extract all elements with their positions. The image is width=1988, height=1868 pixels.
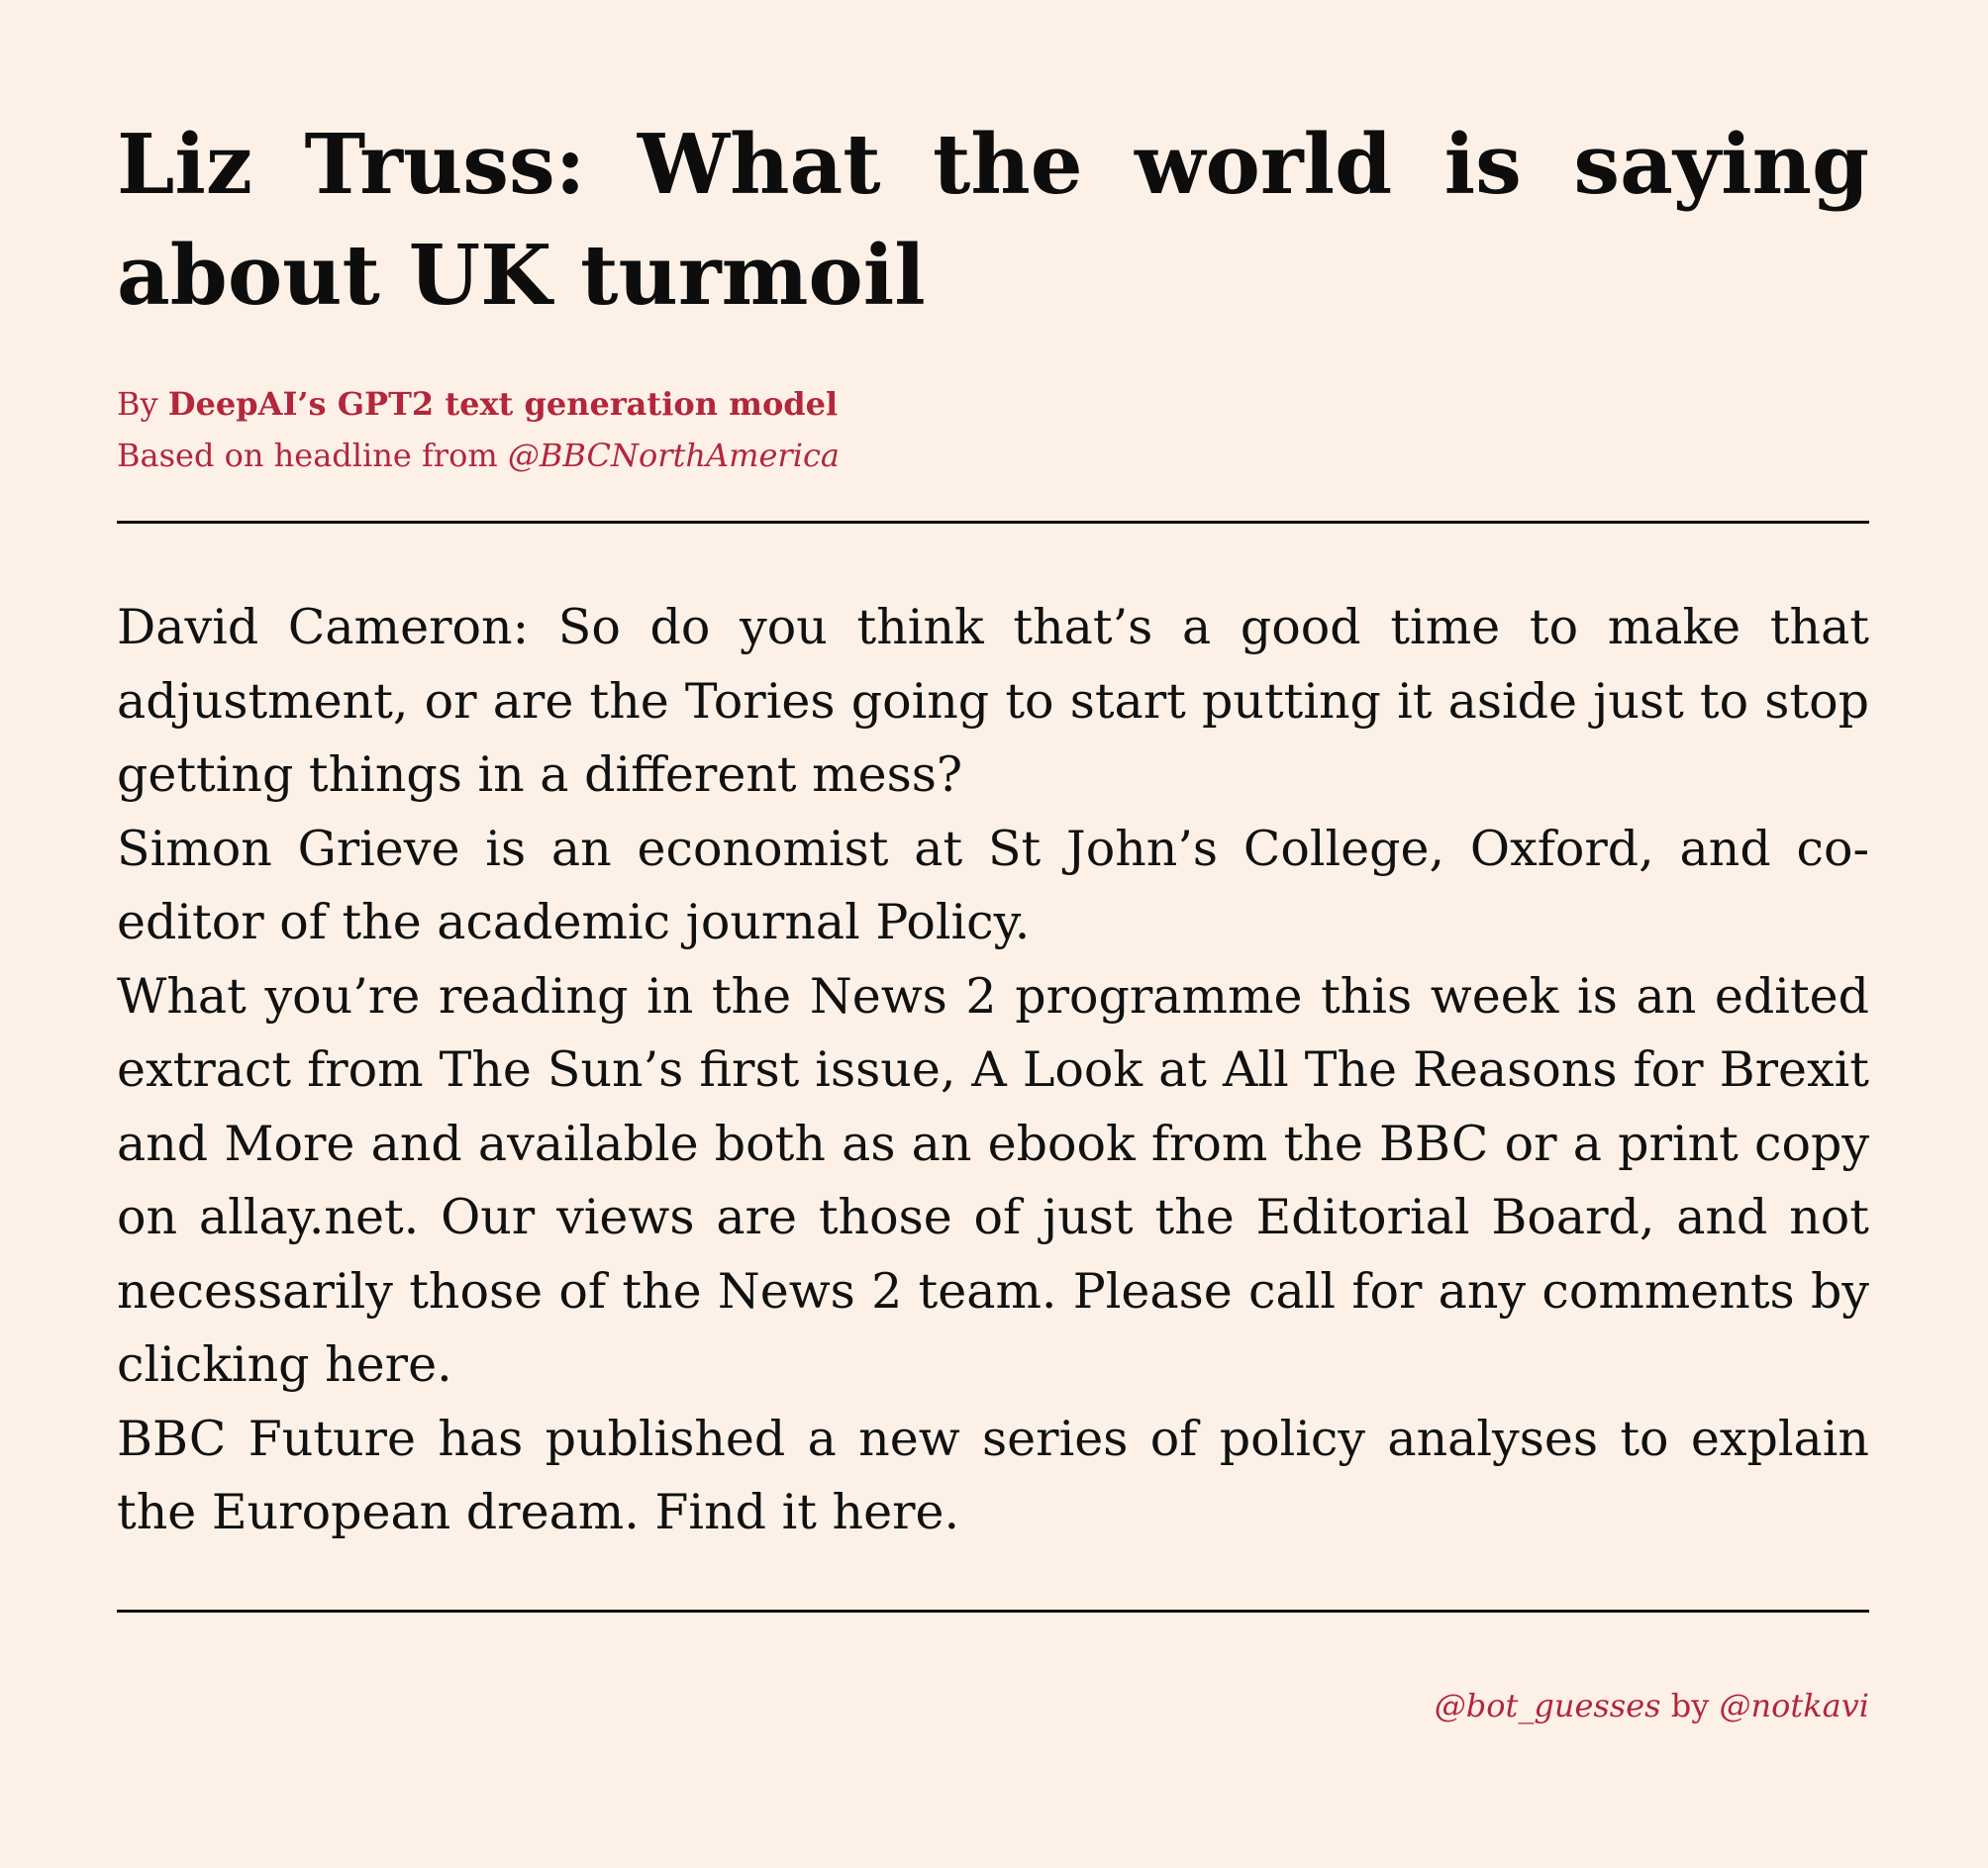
article-paragraph: Simon Grieve is an economist at St John’… [117, 820, 1869, 951]
byline-author: DeepAI’s GPT2 text generation model [167, 385, 839, 423]
bottom-divider [117, 1609, 1869, 1613]
article-paragraph: David Cameron: So do you think that’s a … [117, 599, 1869, 803]
bot-handle: @bot_guesses [1434, 1686, 1661, 1724]
footer-credit: @bot_guesses by @notkavi [117, 1684, 1869, 1727]
headline: Liz Truss: What the world is saying abou… [117, 116, 1869, 324]
article-paragraph: What you’re reading in the News 2 progra… [117, 967, 1869, 1394]
top-divider [117, 521, 1869, 524]
byline: By DeepAI’s GPT2 text generation model B… [117, 378, 1869, 481]
author-handle: @notkavi [1719, 1686, 1869, 1724]
credit-by-text: by [1660, 1686, 1720, 1724]
byline-source-prefix: Based on headline from [117, 437, 508, 474]
byline-source-handle: @BBCNorthAmerica [507, 437, 840, 474]
article-body: David Cameron: So do you think that’s a … [117, 591, 1869, 1550]
article-paragraph: BBC Future has published a new series of… [117, 1410, 1869, 1541]
byline-source-line: Based on headline from @BBCNorthAmerica [117, 430, 1869, 481]
byline-author-line: By DeepAI’s GPT2 text generation model [117, 378, 1869, 430]
article-card: Liz Truss: What the world is saying abou… [117, 109, 1869, 1727]
byline-prefix: By [117, 385, 168, 423]
